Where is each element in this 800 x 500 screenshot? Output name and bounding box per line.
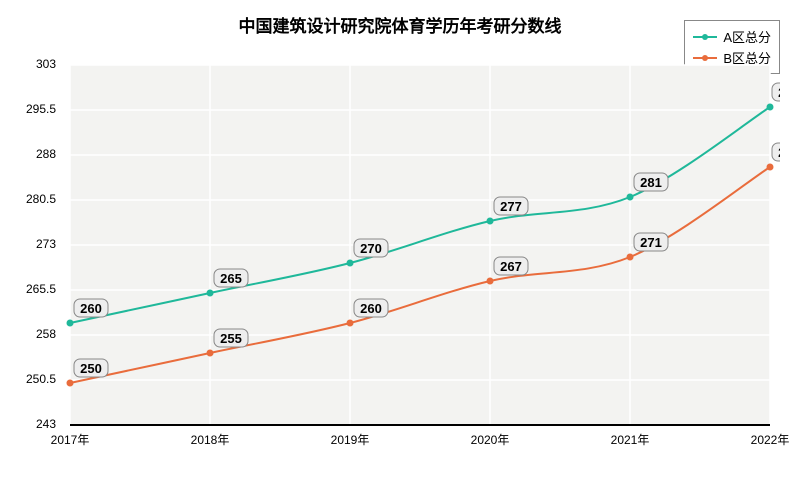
data-point <box>67 320 74 327</box>
data-point <box>627 254 634 261</box>
data-label: 267 <box>500 259 522 274</box>
y-tick-label: 295.5 <box>18 102 56 116</box>
data-label: 286 <box>778 145 780 160</box>
data-point <box>347 260 354 267</box>
chart-container: 中国建筑设计研究院体育学历年考研分数线 A区总分B区总分 26026527027… <box>0 0 800 500</box>
x-tick-label: 2022年 <box>745 431 795 448</box>
y-tick-label: 303 <box>18 57 56 71</box>
x-tick-label: 2021年 <box>605 431 655 448</box>
x-tick-label: 2020年 <box>465 431 515 448</box>
data-label: 265 <box>220 271 242 286</box>
data-label: 277 <box>500 199 522 214</box>
data-point <box>487 218 494 225</box>
data-label: 281 <box>640 175 662 190</box>
legend-label: A区总分 <box>723 27 771 46</box>
x-tick-label: 2017年 <box>45 431 95 448</box>
data-point <box>67 380 74 387</box>
y-tick-label: 280.5 <box>18 192 56 206</box>
data-point <box>207 290 214 297</box>
data-label: 250 <box>80 361 102 376</box>
y-tick-label: 258 <box>18 327 56 341</box>
data-point <box>767 104 774 111</box>
data-point <box>207 350 214 357</box>
y-tick-label: 273 <box>18 237 56 251</box>
data-label: 270 <box>360 241 382 256</box>
data-point <box>627 194 634 201</box>
y-tick-label: 265.5 <box>18 282 56 296</box>
plot-area: 260 265 270 277 281 296 250 255 260 267 271 286 <box>60 55 780 455</box>
legend-item: A区总分 <box>693 27 771 46</box>
data-label: 260 <box>360 301 382 316</box>
data-point <box>347 320 354 327</box>
chart-title: 中国建筑设计研究院体育学历年考研分数线 <box>0 12 800 37</box>
data-label: 271 <box>640 235 662 250</box>
data-label: 296 <box>778 85 780 100</box>
x-tick-label: 2019年 <box>325 431 375 448</box>
x-tick-label: 2018年 <box>185 431 235 448</box>
data-label: 255 <box>220 331 242 346</box>
plot-svg: 260 265 270 277 281 296 250 255 260 267 271 286 <box>60 55 780 455</box>
data-point <box>767 164 774 171</box>
data-label: 260 <box>80 301 102 316</box>
y-tick-label: 288 <box>18 147 56 161</box>
y-tick-label: 250.5 <box>18 372 56 386</box>
y-tick-label: 243 <box>18 417 56 431</box>
data-point <box>487 278 494 285</box>
